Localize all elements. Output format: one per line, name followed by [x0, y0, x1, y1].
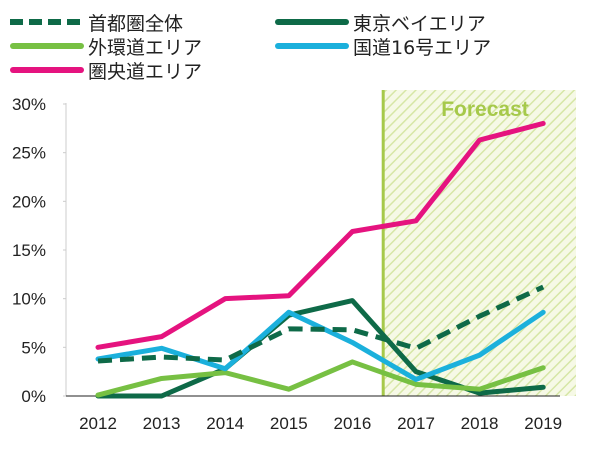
series-line-4: [95, 120, 546, 350]
y-tick-label: 25%: [12, 144, 46, 163]
legend-label: 国道16号エリア: [353, 36, 492, 59]
x-tick-label: 2013: [143, 414, 181, 433]
forecast-label: Forecast: [441, 98, 529, 121]
y-tick-label: 0%: [21, 387, 46, 406]
legend-swatch: [10, 67, 84, 73]
legend-swatch: [275, 43, 349, 49]
x-tick-label: 2016: [333, 414, 371, 433]
series-line-0: [97, 284, 545, 364]
legend-label: 首都圏全体: [88, 12, 184, 35]
y-tick-label: 30%: [12, 95, 46, 114]
legend-label: 東京ベイエリア: [353, 12, 486, 35]
forecast-region: [383, 90, 576, 396]
legend-swatch: [10, 19, 84, 25]
legend-item: 首都圏全体: [10, 10, 184, 35]
y-tick-label: 10%: [12, 290, 46, 309]
y-tick-label: 20%: [12, 192, 46, 211]
y-tick-label: 15%: [12, 241, 46, 260]
x-tick-label: 2017: [397, 414, 435, 433]
x-tick-label: 2012: [79, 414, 117, 433]
x-tick-label: 2014: [206, 414, 244, 433]
legend-label: 外環道エリア: [88, 36, 203, 59]
x-tick-label: 2015: [270, 414, 308, 433]
x-tick-label: 2019: [524, 414, 562, 433]
series-line-2: [95, 359, 546, 398]
legend-swatch: [275, 19, 349, 25]
legend-item: 国道16号エリア: [275, 34, 492, 59]
legend-item: 外環道エリア: [10, 34, 203, 59]
legend-label: 圏央道エリア: [88, 60, 203, 83]
legend-swatch: [10, 43, 84, 49]
y-tick-label: 5%: [21, 338, 46, 357]
legend-item: 東京ベイエリア: [275, 10, 486, 35]
x-tick-label: 2018: [461, 414, 499, 433]
legend-item: 圏央道エリア: [10, 58, 203, 83]
legend: 首都圏全体 東京ベイエリア外環道エリア 国道16号エリア圏央道エリア: [0, 0, 600, 90]
